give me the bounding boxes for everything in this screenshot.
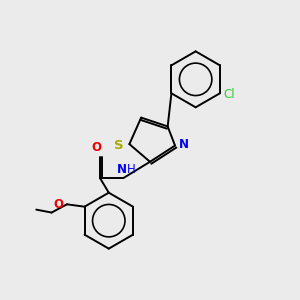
- Text: N: N: [117, 163, 127, 176]
- Text: O: O: [53, 198, 63, 211]
- Text: O: O: [92, 141, 101, 154]
- Text: N: N: [178, 138, 189, 151]
- Text: S: S: [115, 139, 124, 152]
- Text: H: H: [128, 163, 136, 176]
- Text: Cl: Cl: [224, 88, 235, 101]
